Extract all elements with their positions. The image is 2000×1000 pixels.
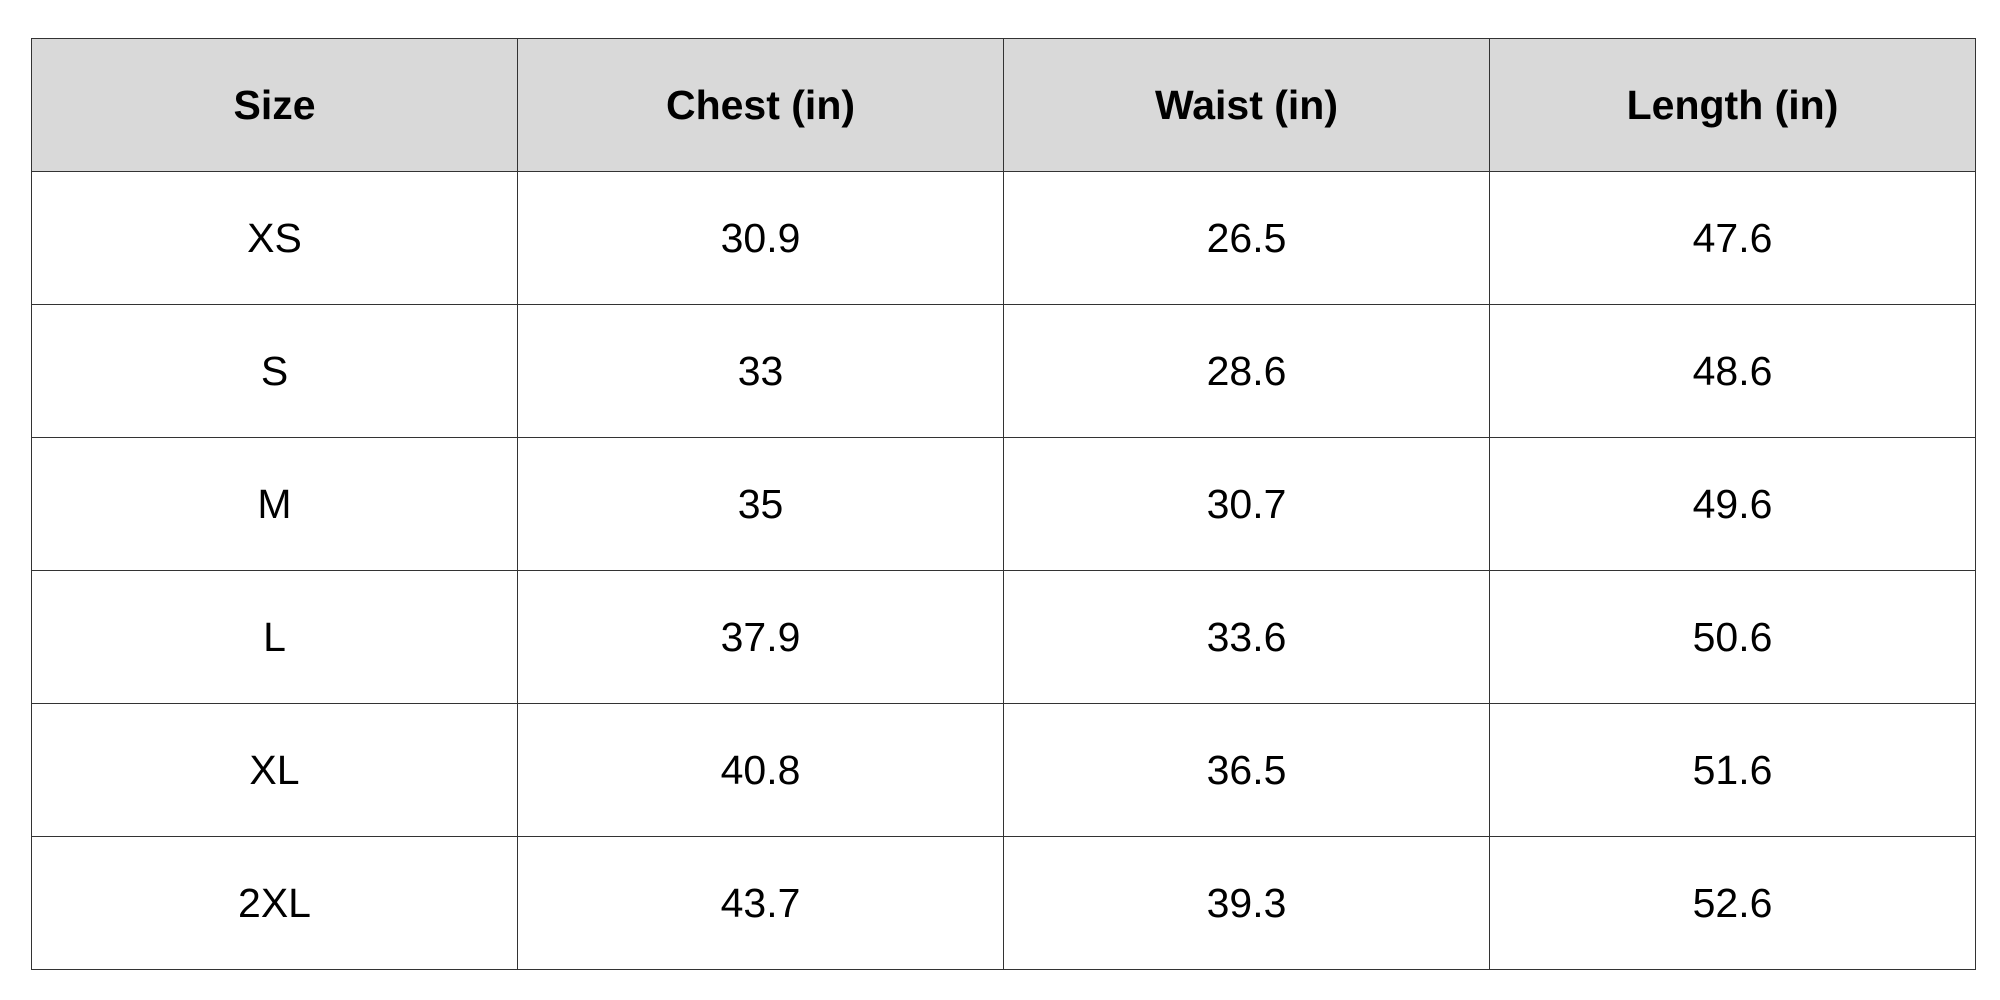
- table-row: M 35 30.7 49.6: [31, 437, 1976, 571]
- size-chart-table: Size Chest (in) Waist (in) Length (in) X…: [31, 38, 1976, 970]
- waist-cell: 36.5: [1003, 703, 1490, 837]
- table-header: Size Chest (in) Waist (in) Length (in): [31, 38, 1976, 172]
- length-cell: 51.6: [1489, 703, 1976, 837]
- waist-cell: 39.3: [1003, 836, 1490, 970]
- chest-cell: 40.8: [517, 703, 1004, 837]
- table-body: XS 30.9 26.5 47.6 S 33 28.6 48.6 M 35 30…: [31, 171, 1976, 970]
- size-cell: 2XL: [31, 836, 518, 970]
- waist-cell: 33.6: [1003, 570, 1490, 704]
- table-row: 2XL 43.7 39.3 52.6: [31, 836, 1976, 970]
- size-cell: XL: [31, 703, 518, 837]
- table-row: S 33 28.6 48.6: [31, 304, 1976, 438]
- length-cell: 52.6: [1489, 836, 1976, 970]
- column-header-chest: Chest (in): [517, 38, 1004, 172]
- waist-cell: 26.5: [1003, 171, 1490, 305]
- header-row: Size Chest (in) Waist (in) Length (in): [31, 38, 1976, 172]
- column-header-waist: Waist (in): [1003, 38, 1490, 172]
- waist-cell: 28.6: [1003, 304, 1490, 438]
- column-header-length: Length (in): [1489, 38, 1976, 172]
- size-cell: L: [31, 570, 518, 704]
- size-cell: M: [31, 437, 518, 571]
- table-row: XL 40.8 36.5 51.6: [31, 703, 1976, 837]
- table-row: L 37.9 33.6 50.6: [31, 570, 1976, 704]
- column-header-size: Size: [31, 38, 518, 172]
- length-cell: 50.6: [1489, 570, 1976, 704]
- size-cell: S: [31, 304, 518, 438]
- length-cell: 49.6: [1489, 437, 1976, 571]
- size-cell: XS: [31, 171, 518, 305]
- length-cell: 48.6: [1489, 304, 1976, 438]
- table-row: XS 30.9 26.5 47.6: [31, 171, 1976, 305]
- chest-cell: 33: [517, 304, 1004, 438]
- chest-cell: 37.9: [517, 570, 1004, 704]
- chest-cell: 43.7: [517, 836, 1004, 970]
- length-cell: 47.6: [1489, 171, 1976, 305]
- waist-cell: 30.7: [1003, 437, 1490, 571]
- chest-cell: 30.9: [517, 171, 1004, 305]
- chest-cell: 35: [517, 437, 1004, 571]
